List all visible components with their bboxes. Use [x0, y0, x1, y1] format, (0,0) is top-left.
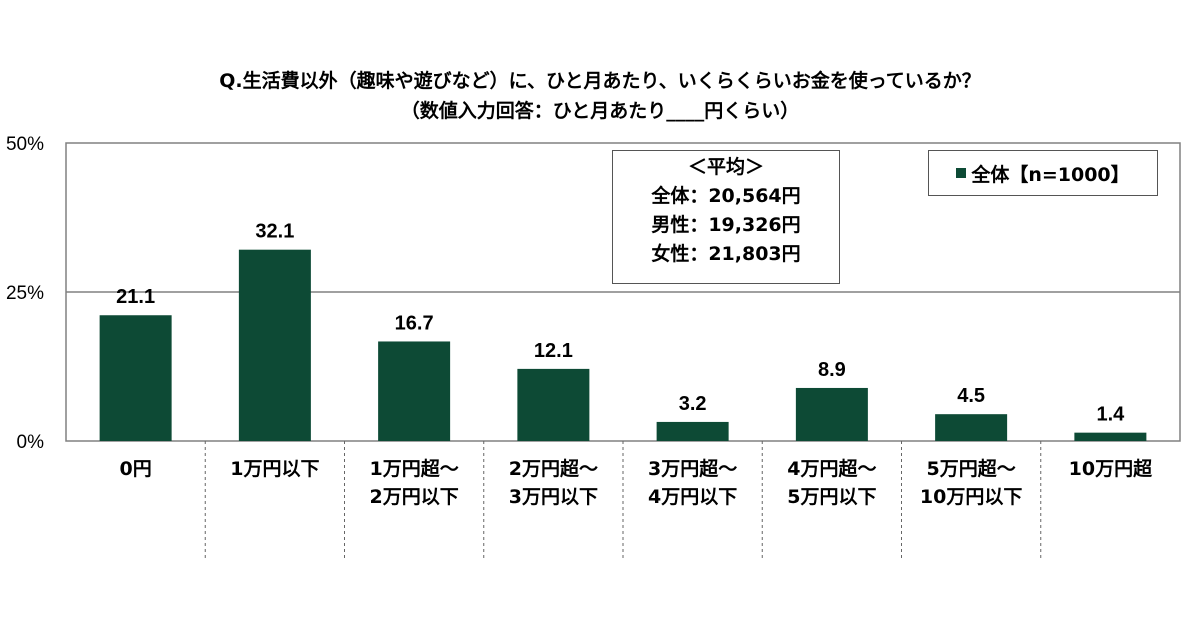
x-tick-label: 10万円超 — [1069, 457, 1153, 480]
x-tick-label: 2万円以下 — [370, 486, 459, 508]
data-label: 16.7 — [395, 312, 434, 334]
x-tick-label: 4万円超～ — [787, 457, 876, 480]
data-label: 32.1 — [255, 221, 294, 243]
data-label: 12.1 — [534, 340, 573, 362]
average-box: ＜平均＞ 全体：20,564円 男性：19,326円 女性：21,803円 — [612, 150, 840, 284]
bar — [99, 315, 172, 441]
average-row-female: 女性：21,803円 — [651, 243, 801, 265]
average-row-male: 男性：19,326円 — [651, 214, 801, 236]
bar — [238, 249, 311, 441]
data-label: 3.2 — [679, 393, 707, 415]
chart-title-line2: （数値入力回答：ひと月あたり____円くらい） — [400, 100, 800, 122]
bar — [935, 414, 1008, 441]
y-tick-label: 25% — [6, 283, 44, 304]
chart-title-line1: Q.生活費以外（趣味や遊びなど）に、ひと月あたり、いくらくらいお金を使っているか… — [219, 70, 981, 92]
bar — [656, 421, 729, 441]
data-label: 21.1 — [116, 286, 155, 308]
x-tick-label: 0円 — [120, 458, 152, 480]
x-tick-label: 5万円超～ — [927, 457, 1016, 480]
legend-label: 全体【n=1000】 — [971, 163, 1130, 186]
bar — [795, 387, 868, 441]
x-tick-label: 2万円超～ — [509, 457, 598, 480]
x-tick-label: 1万円以下 — [230, 458, 319, 480]
bar — [378, 341, 451, 441]
x-tick-label: 10万円以下 — [920, 486, 1022, 508]
data-label: 1.4 — [1096, 404, 1125, 426]
bar — [1074, 432, 1147, 441]
data-label: 4.5 — [957, 385, 985, 407]
x-tick-label: 1万円超～ — [370, 457, 459, 480]
average-row-all: 全体：20,564円 — [651, 185, 801, 207]
y-tick-label: 0% — [17, 432, 45, 453]
average-heading: ＜平均＞ — [687, 156, 764, 178]
x-tick-label: 5万円以下 — [787, 486, 876, 508]
legend-swatch — [956, 168, 967, 178]
x-tick-label: 3万円超～ — [648, 457, 737, 480]
legend: 全体【n=1000】 — [928, 150, 1158, 196]
x-tick-label: 3万円以下 — [509, 486, 598, 508]
bar — [517, 368, 590, 441]
x-tick-label: 4万円以下 — [648, 486, 737, 508]
y-tick-label: 50% — [6, 134, 44, 155]
data-label: 8.9 — [818, 359, 846, 381]
